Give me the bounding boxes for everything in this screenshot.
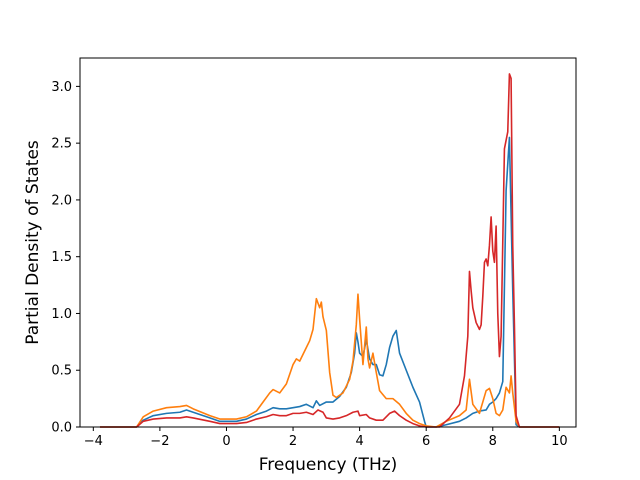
y-tick-label: 0.0 — [51, 421, 72, 436]
y-tick-label: 2.5 — [51, 137, 72, 152]
x-tick-label: 10 — [551, 434, 568, 449]
y-tick-label: 1.5 — [51, 250, 72, 265]
series-line-3 — [99, 73, 560, 428]
y-tick-label: 0.5 — [51, 364, 72, 379]
y-tick-label: 2.0 — [51, 193, 72, 208]
x-tick-label: 4 — [355, 434, 363, 449]
y-axis-label: Partial Density of States — [23, 140, 43, 345]
x-tick-label: −2 — [150, 434, 169, 449]
y-axis-ticks: 0.0 0.5 1.0 1.5 2.0 2.5 3.0 — [51, 80, 80, 436]
y-tick-label: 1.0 — [51, 307, 72, 322]
x-tick-label: 6 — [422, 434, 430, 449]
x-axis-label: Frequency (THz) — [259, 455, 398, 475]
plot-area — [80, 58, 576, 427]
x-tick-label: −4 — [84, 434, 103, 449]
x-tick-label: 8 — [489, 434, 497, 449]
x-tick-label: 0 — [222, 434, 230, 449]
plot-frame — [79, 57, 577, 428]
y-tick-label: 3.0 — [51, 80, 72, 95]
x-tick-label: 2 — [289, 434, 297, 449]
x-axis-ticks: −4 −2 0 2 4 6 8 10 — [84, 427, 568, 449]
series-line-2 — [99, 293, 560, 428]
series-layer — [99, 73, 560, 428]
